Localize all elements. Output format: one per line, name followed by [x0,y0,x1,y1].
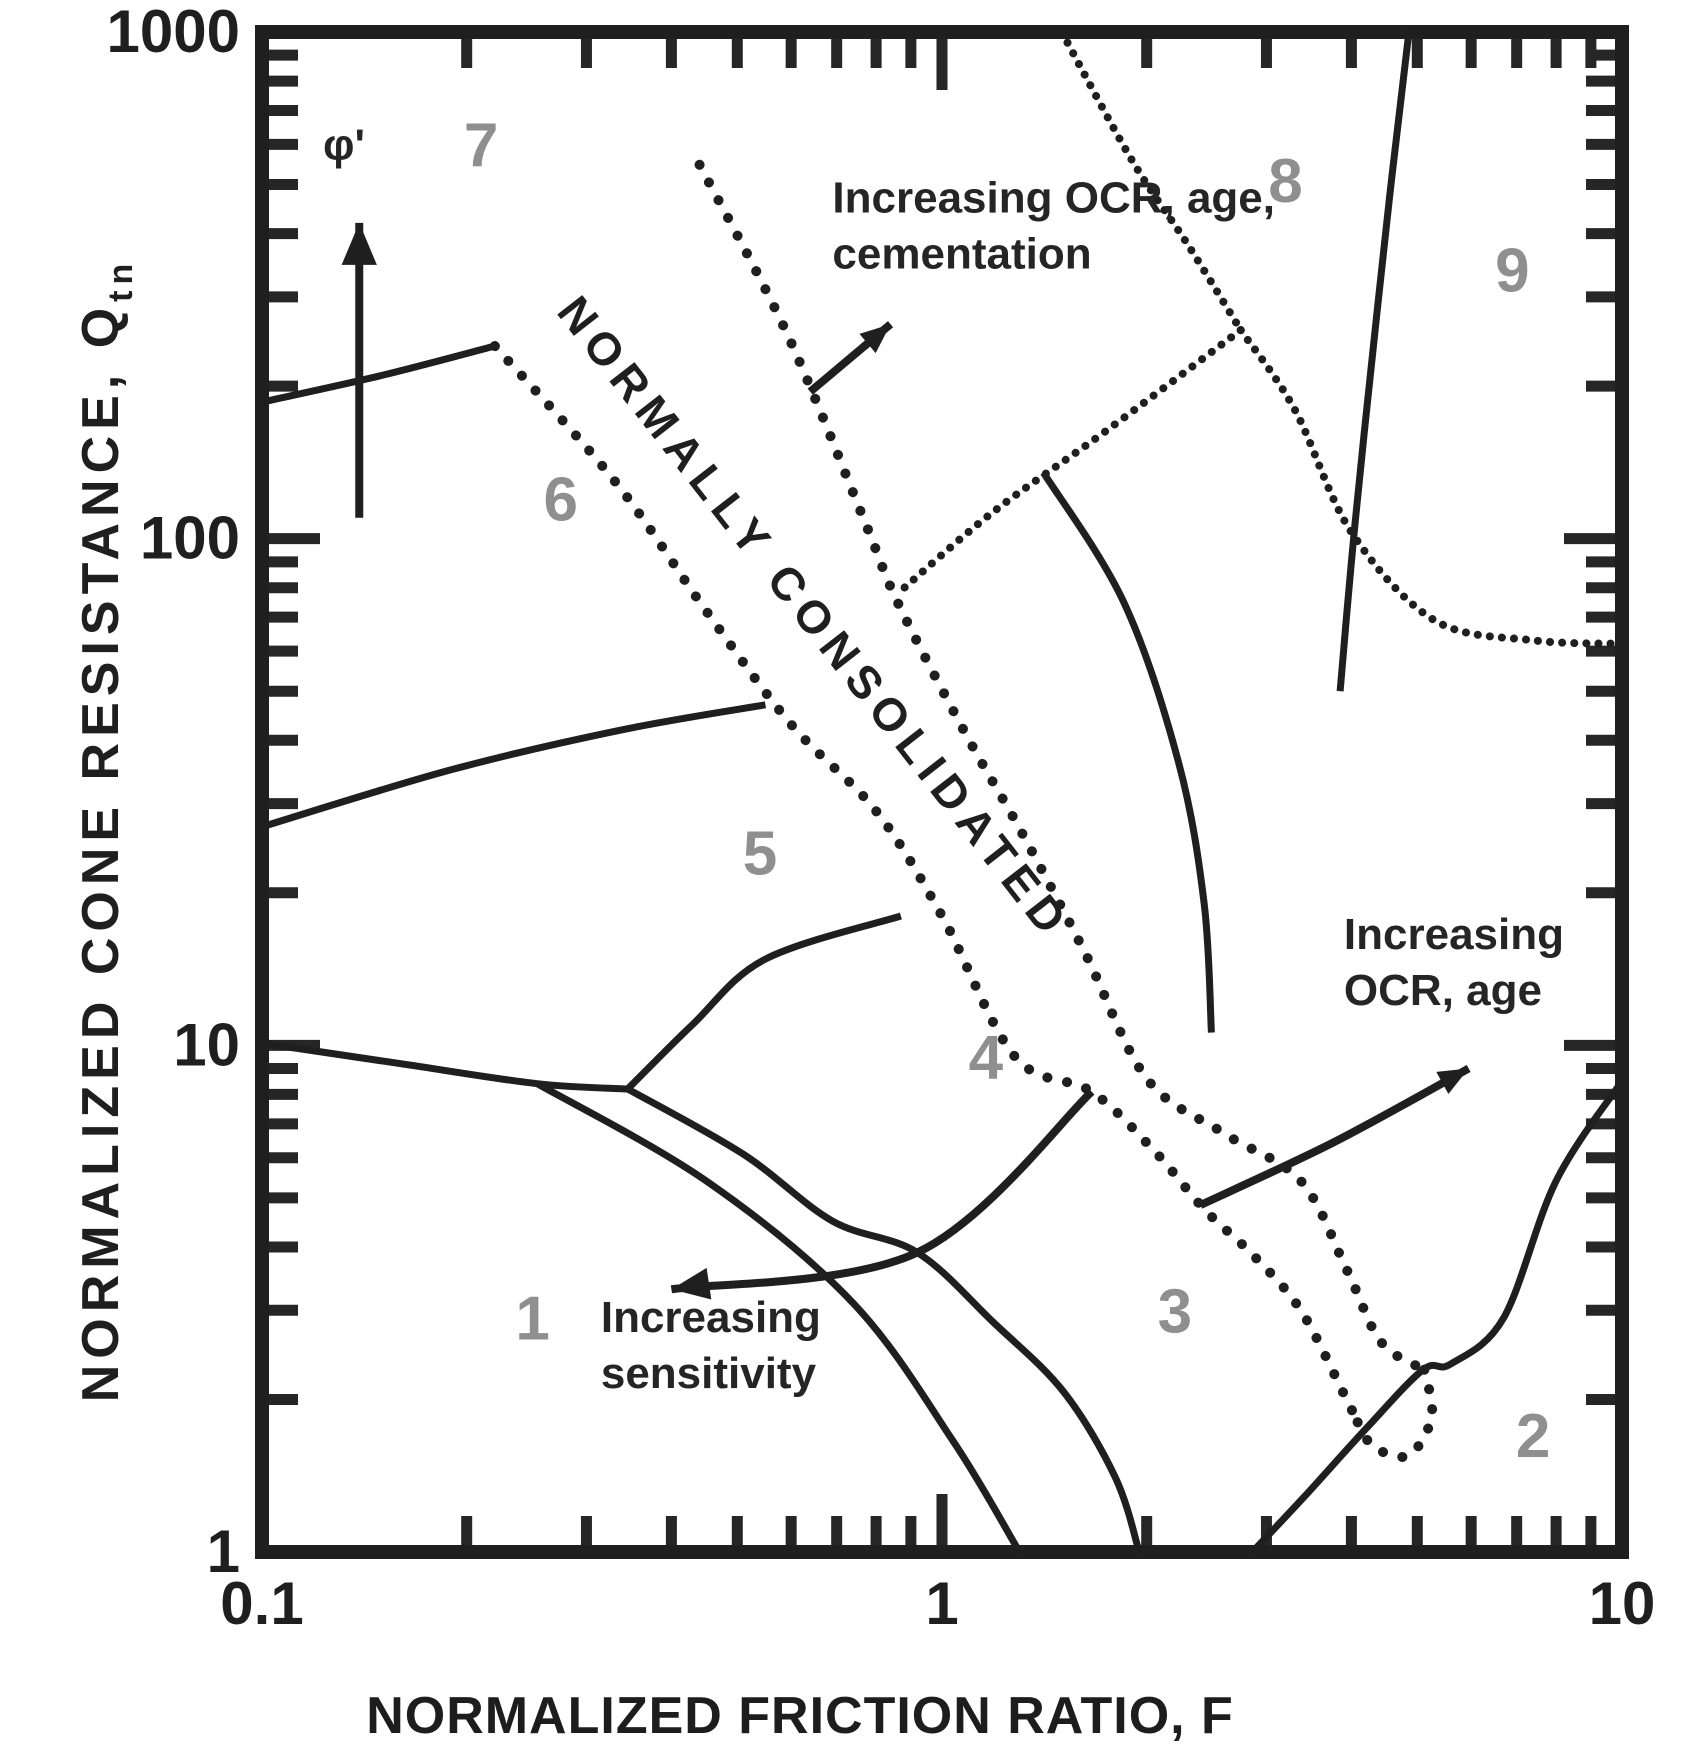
boundary-nc-band-tip [1349,1364,1438,1463]
boundary-zone4-5 [625,912,902,1092]
boundary-zone9-lower [1236,326,1626,648]
zone-label-4: 4 [969,1024,1004,1093]
plot-frame [255,25,1629,1559]
boundary-nc-band-left [489,341,1360,1421]
boundary-zone4-5-stem [261,1039,628,1093]
boundary-zone2-3 [1249,1079,1625,1555]
x-tick-label-10: 10 [1589,1570,1656,1637]
y-tick-label-100: 100 [140,505,240,572]
boundary-zone8-lower [900,326,1245,592]
zone-label-2: 2 [1516,1402,1550,1471]
y-tick-label-10: 10 [173,1011,240,1078]
annotation-text-ocr-age: Increasing OCR, age [1344,910,1564,1015]
x-axis-title: NORMALIZED FRICTION RATIO, F [366,1687,1234,1745]
zone-label-5: 5 [743,820,777,889]
y-tick-label-1: 1 [207,1518,240,1585]
boundary-zone3-right [1040,470,1215,1033]
annotation-arrowhead-ocr-age [1436,1068,1469,1094]
boundary-zone7-8 [1057,28,1245,335]
boundary-zone3-4 [625,1085,1143,1554]
boundary-zone6-7 [261,342,496,406]
x-tick-label-0.1: 0.1 [220,1570,303,1637]
boundary-nc-band-right [694,159,1430,1375]
y-tick-label-1000: 1000 [107,0,240,65]
zone-label-8: 8 [1268,147,1302,216]
x-tick-label-1: 1 [925,1570,958,1637]
boundary-zone8-9 [1336,31,1413,692]
zone-label-3: 3 [1158,1277,1192,1346]
zone-label-9: 9 [1495,236,1529,305]
annotation-arrow-ocr-age [1198,1065,1471,1209]
annotation-text-ocr-cementation: Increasing OCR, age, cementation [832,174,1275,279]
boundary-zone1 [535,1080,1023,1554]
zone-label-6: 6 [544,466,578,535]
annotation-text-sensitivity: Increasing sensitivity [601,1293,821,1398]
annotation-text-phi: φ' [323,121,365,170]
annotation-arrowhead-phi [341,222,377,265]
boundary-zone5-6 [260,701,767,831]
y-axis-title: NORMALIZED CONE RESISTANCE, Qtn [72,258,140,1403]
zone-label-7: 7 [464,111,498,180]
annotation-arrowhead-ocr-cementation [859,324,891,354]
annotation-arrow-sensitivity [670,1088,1095,1294]
zone-label-1: 1 [515,1285,549,1354]
annotation-arrowhead-sensitivity [671,1267,712,1300]
